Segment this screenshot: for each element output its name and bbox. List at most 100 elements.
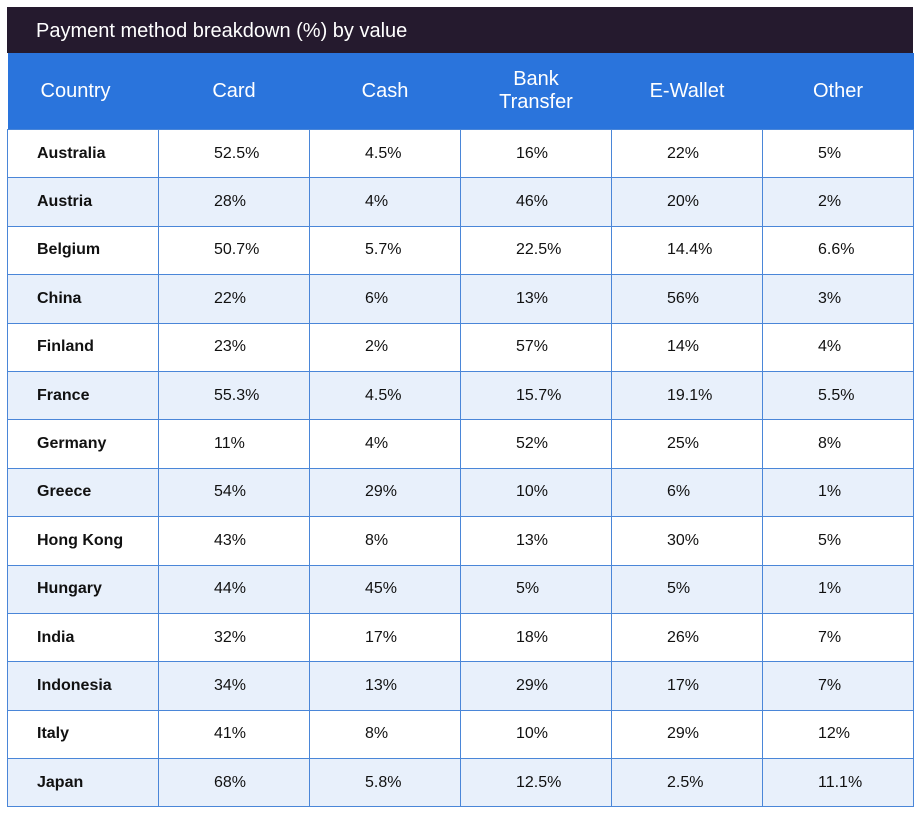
other-cell: 1% (762, 564, 914, 614)
country-cell: Italy (7, 709, 159, 760)
table-row: Australia 52.5% 4.5% 16% 22% 5% (7, 128, 914, 179)
column-header-cash: Cash (309, 53, 461, 130)
column-header-e-wallet: E-Wallet (611, 53, 763, 130)
card-cell: 55.3% (158, 370, 310, 421)
other-cell: 8% (762, 419, 914, 469)
bank-transfer-cell: 18% (460, 612, 612, 663)
column-header-country: Country (7, 53, 159, 130)
column-header-card: Card (158, 53, 310, 130)
bank-transfer-cell: 10% (460, 467, 612, 518)
card-cell: 23% (158, 322, 310, 372)
other-cell: 7% (762, 612, 914, 663)
cash-cell: 8% (309, 516, 461, 566)
country-cell: Indonesia (7, 661, 159, 711)
bank-transfer-cell: 46% (460, 177, 612, 227)
country-cell: Greece (7, 467, 159, 518)
bank-transfer-cell: 13% (460, 516, 612, 566)
bank-transfer-cell: 16% (460, 128, 612, 179)
card-cell: 44% (158, 564, 310, 614)
country-cell: Japan (7, 758, 159, 808)
cash-cell: 4.5% (309, 128, 461, 179)
e-wallet-cell: 14% (611, 322, 763, 372)
table-row: Italy 41% 8% 10% 29% 12% (7, 709, 914, 760)
country-cell: Hong Kong (7, 516, 159, 566)
cash-cell: 2% (309, 322, 461, 372)
payment-method-table: Country Card Cash Bank Transfer E-Wallet Othe… (7, 53, 914, 808)
other-cell: 2% (762, 177, 914, 227)
e-wallet-cell: 30% (611, 516, 763, 566)
card-cell: 32% (158, 612, 310, 663)
other-cell: 12% (762, 709, 914, 760)
cash-cell: 5.7% (309, 225, 461, 276)
table-row: Hungary 44% 45% 5% 5% 1% (7, 564, 914, 614)
table-row: Belgium 50.7% 5.7% 22.5% 14.4% 6.6% (7, 225, 914, 276)
other-cell: 3% (762, 274, 914, 324)
e-wallet-cell: 22% (611, 128, 763, 179)
country-cell: China (7, 274, 159, 324)
cash-cell: 45% (309, 564, 461, 614)
bank-transfer-cell: 13% (460, 274, 612, 324)
card-cell: 68% (158, 758, 310, 808)
cash-cell: 4.5% (309, 370, 461, 421)
country-cell: France (7, 370, 159, 421)
cash-cell: 4% (309, 177, 461, 227)
other-cell: 11.1% (762, 758, 914, 808)
other-cell: 4% (762, 322, 914, 372)
table-row: Austria 28% 4% 46% 20% 2% (7, 177, 914, 227)
payment-table-container: Payment method breakdown (%) by value Co… (7, 7, 914, 808)
card-cell: 22% (158, 274, 310, 324)
bank-transfer-cell: 29% (460, 661, 612, 711)
card-cell: 54% (158, 467, 310, 518)
header-row: Country Card Cash Bank Transfer E-Wallet Othe… (7, 53, 914, 130)
cash-cell: 4% (309, 419, 461, 469)
e-wallet-cell: 5% (611, 564, 763, 614)
cash-cell: 29% (309, 467, 461, 518)
table-row: Greece 54% 29% 10% 6% 1% (7, 467, 914, 518)
bank-transfer-cell: 12.5% (460, 758, 612, 808)
e-wallet-cell: 6% (611, 467, 763, 518)
country-cell: Finland (7, 322, 159, 372)
country-cell: Australia (7, 128, 159, 179)
column-header-bank-transfer: Bank Transfer (460, 53, 612, 130)
table-row: Germany 11% 4% 52% 25% 8% (7, 419, 914, 469)
cash-cell: 8% (309, 709, 461, 760)
country-cell: Belgium (7, 225, 159, 276)
e-wallet-cell: 14.4% (611, 225, 763, 276)
cash-cell: 6% (309, 274, 461, 324)
card-cell: 28% (158, 177, 310, 227)
bank-transfer-cell: 22.5% (460, 225, 612, 276)
country-cell: Hungary (7, 564, 159, 614)
table-row: Finland 23% 2% 57% 14% 4% (7, 322, 914, 372)
e-wallet-cell: 2.5% (611, 758, 763, 808)
bank-transfer-cell: 57% (460, 322, 612, 372)
table-row: China 22% 6% 13% 56% 3% (7, 274, 914, 324)
e-wallet-cell: 29% (611, 709, 763, 760)
column-header-other: Other (762, 53, 914, 130)
country-cell: India (7, 612, 159, 663)
card-cell: 11% (158, 419, 310, 469)
e-wallet-cell: 20% (611, 177, 763, 227)
e-wallet-cell: 19.1% (611, 370, 763, 421)
card-cell: 52.5% (158, 128, 310, 179)
other-cell: 5% (762, 128, 914, 179)
e-wallet-cell: 26% (611, 612, 763, 663)
table-row: India 32% 17% 18% 26% 7% (7, 612, 914, 663)
other-cell: 5.5% (762, 370, 914, 421)
country-cell: Austria (7, 177, 159, 227)
other-cell: 6.6% (762, 225, 914, 276)
country-cell: Germany (7, 419, 159, 469)
e-wallet-cell: 17% (611, 661, 763, 711)
bank-transfer-cell: 15.7% (460, 370, 612, 421)
e-wallet-cell: 56% (611, 274, 763, 324)
table-row: Hong Kong 43% 8% 13% 30% 5% (7, 516, 914, 566)
bank-transfer-cell: 5% (460, 564, 612, 614)
cash-cell: 13% (309, 661, 461, 711)
card-cell: 43% (158, 516, 310, 566)
card-cell: 50.7% (158, 225, 310, 276)
table-row: France 55.3% 4.5% 15.7% 19.1% 5.5% (7, 370, 914, 421)
cash-cell: 5.8% (309, 758, 461, 808)
card-cell: 34% (158, 661, 310, 711)
other-cell: 7% (762, 661, 914, 711)
bank-transfer-cell: 52% (460, 419, 612, 469)
other-cell: 5% (762, 516, 914, 566)
